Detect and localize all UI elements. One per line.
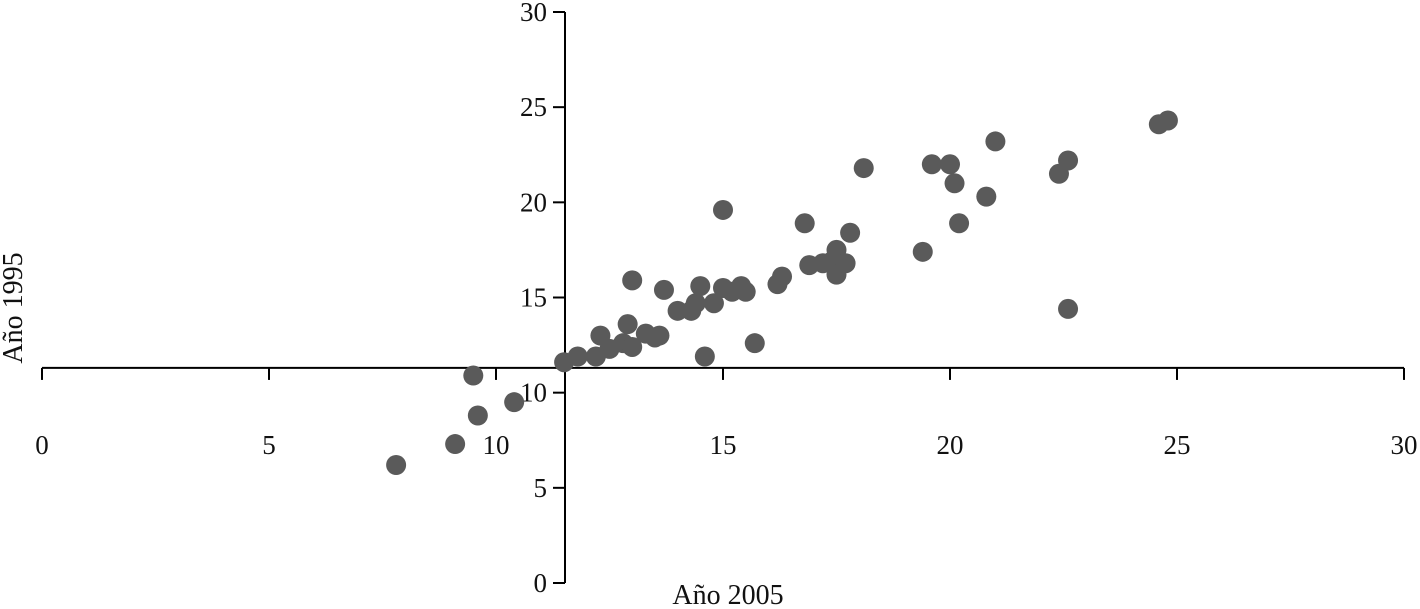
data-point [445,434,466,455]
data-point [835,253,856,274]
y-tick-label: 5 [534,473,548,503]
data-point [504,392,525,413]
data-point [840,222,861,243]
y-tick-label: 25 [520,92,547,122]
data-point [622,270,643,291]
x-tick-label: 30 [1391,430,1418,460]
data-point [713,199,733,220]
data-point [944,173,965,194]
data-point [467,405,488,426]
y-tick-label: 30 [520,0,547,27]
y-tick-label: 0 [534,568,548,598]
data-point [622,336,643,357]
data-point [949,213,970,234]
data-point [386,454,407,475]
data-point [685,293,706,314]
data-point [649,325,670,346]
y-tick-label: 10 [520,378,547,408]
data-point [653,279,674,300]
y-tick-label: 20 [520,187,547,217]
data-point [985,131,1006,152]
data-point [617,314,638,335]
data-point [794,213,815,234]
data-point [1058,150,1079,171]
axes: 0 5 10 15 20 25 30 0 5 10 15 20 25 30 [35,0,1417,598]
data-point [976,186,997,207]
data-point [703,293,724,314]
x-tick-label: 15 [710,430,737,460]
data-point [921,154,942,175]
data-point [1058,298,1079,319]
x-axis-title: Año 2005 [672,580,783,609]
data-point [853,158,874,179]
x-tick-label: 0 [35,430,49,460]
data-point [690,276,711,297]
data-point [744,333,765,354]
data-point [912,241,933,262]
data-point [772,266,793,287]
data-point [1157,110,1178,131]
y-axis-title: Año 1995 [0,252,29,363]
data-point [463,365,484,386]
data-point [940,154,960,175]
x-tick-label: 5 [262,430,276,460]
data-point [567,346,588,367]
x-tick-label: 25 [1164,430,1191,460]
y-tick-label: 15 [520,283,547,313]
x-tick-label: 10 [483,430,510,460]
data-point [735,281,756,302]
data-points [386,110,1178,475]
data-point [694,346,715,367]
x-tick-label: 20 [937,430,964,460]
